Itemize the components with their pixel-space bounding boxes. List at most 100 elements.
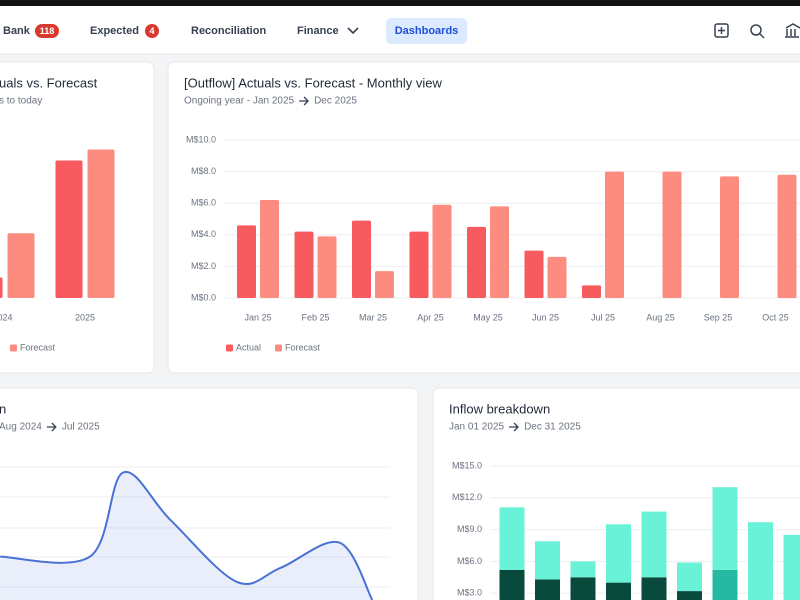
line — [0, 471, 374, 600]
x-tick-label: Aug 25 — [646, 312, 675, 322]
card-title: [Outflow] Actuals vs. Forecast - Monthly… — [184, 75, 443, 90]
y-tick-label: M$4.0 — [191, 229, 216, 239]
bank-icon[interactable] — [785, 23, 800, 38]
card-subtitle: Dec 2025 — [314, 96, 357, 107]
bar — [582, 285, 601, 298]
x-tick-label: Jan 25 — [244, 312, 271, 322]
y-tick-label: M$12.0 — [452, 492, 482, 502]
card-subtitle: s to today — [0, 96, 42, 107]
x-tick-label: Feb 25 — [301, 312, 329, 322]
badge — [35, 24, 59, 38]
bar — [294, 231, 314, 298]
y-tick-label: M$8.0 — [191, 166, 216, 176]
bar-segment — [535, 579, 560, 600]
bar — [375, 271, 394, 298]
y-tick-label: M$6.0 — [191, 198, 216, 208]
x-tick-label: Jul 25 — [591, 312, 615, 322]
add-icon[interactable] — [714, 23, 729, 38]
bar-segment — [570, 577, 596, 600]
y-tick-label: M$9.0 — [457, 524, 482, 534]
chevron-icon[interactable] — [347, 27, 359, 35]
bar — [87, 149, 115, 298]
legend-swatch — [226, 344, 233, 352]
nav-item[interactable]: Reconciliation — [191, 25, 266, 37]
legend-label: Forecast — [20, 342, 56, 352]
bar-segment — [748, 522, 773, 600]
arrow-icon — [46, 422, 57, 432]
y-tick-label: M$15.0 — [452, 460, 482, 470]
badge-count: 4 — [149, 26, 154, 36]
bar — [490, 206, 509, 298]
card-title: Inflow breakdown — [449, 401, 550, 416]
arrow-icon — [509, 422, 519, 432]
bar — [237, 225, 256, 298]
arrow-icon — [299, 96, 309, 106]
bar-segment — [499, 507, 525, 570]
bar-segment — [641, 511, 667, 578]
bar — [409, 231, 429, 298]
bar — [605, 171, 624, 298]
x-tick-label: 2025 — [75, 312, 95, 322]
bar-segment — [783, 534, 800, 600]
legend-swatch — [10, 344, 17, 352]
area-fill — [0, 471, 373, 600]
bar — [352, 220, 371, 298]
x-tick-label: Oct 25 — [762, 312, 789, 322]
bar — [662, 171, 682, 298]
nav-active-pill[interactable] — [386, 18, 467, 44]
bar-segment — [712, 487, 738, 570]
card-subtitle: Jan 01 2025 — [449, 422, 504, 433]
bar — [467, 226, 486, 298]
top-strip — [0, 0, 800, 6]
card-subtitle: Dec 31 2025 — [524, 422, 581, 433]
card — [432, 387, 800, 600]
bar — [0, 277, 3, 298]
bar — [524, 250, 544, 298]
legend-label: Forecast — [285, 342, 321, 352]
card — [0, 387, 419, 600]
bar-segment — [677, 591, 702, 600]
bar-segment — [677, 562, 702, 592]
x-tick-label: 024 — [0, 312, 13, 322]
nav-item[interactable]: Finance — [297, 25, 339, 37]
nav-item[interactable]: Dashboards — [395, 25, 459, 37]
legend-swatch — [275, 344, 283, 352]
bar-segment — [641, 577, 667, 600]
bar — [432, 204, 452, 298]
y-tick-label: M$3.0 — [457, 588, 482, 598]
card-subtitle: Ongoing year - Jan 2025 — [184, 96, 295, 107]
bar — [7, 233, 35, 298]
bar — [720, 176, 739, 298]
badge-count: 118 — [40, 26, 55, 36]
bar — [55, 160, 83, 298]
card-subtitle: Aug 2024 — [0, 422, 42, 433]
x-tick-label: Mar 25 — [359, 312, 387, 322]
bar — [547, 256, 567, 298]
nav-item[interactable]: Bank — [3, 25, 31, 37]
card-title: n — [0, 401, 6, 416]
legend-label: Actual — [236, 342, 261, 352]
search-icon-handle — [759, 33, 765, 39]
bar — [317, 236, 337, 298]
bar-segment — [499, 569, 525, 600]
toolbar-icons — [714, 23, 800, 39]
add-icon-plus — [718, 27, 725, 34]
nav-item[interactable]: Expected — [90, 25, 139, 37]
y-tick-label: M$6.0 — [457, 556, 482, 566]
x-tick-label: Apr 25 — [417, 312, 444, 322]
bar-segment — [606, 524, 631, 583]
bar-segment — [606, 582, 631, 600]
y-tick-label: M$2.0 — [191, 261, 216, 271]
card-title: uals vs. Forecast — [0, 75, 98, 90]
x-tick-label: Jun 25 — [532, 312, 559, 322]
card-subtitle: Jul 2025 — [62, 422, 100, 433]
bar — [777, 174, 797, 298]
y-tick-label: M$0.0 — [191, 292, 216, 302]
bar-segment — [535, 541, 560, 580]
x-tick-label: May 25 — [473, 312, 503, 322]
search-icon[interactable] — [750, 24, 762, 36]
badge — [145, 24, 159, 38]
x-tick-label: Sep 25 — [704, 312, 733, 322]
